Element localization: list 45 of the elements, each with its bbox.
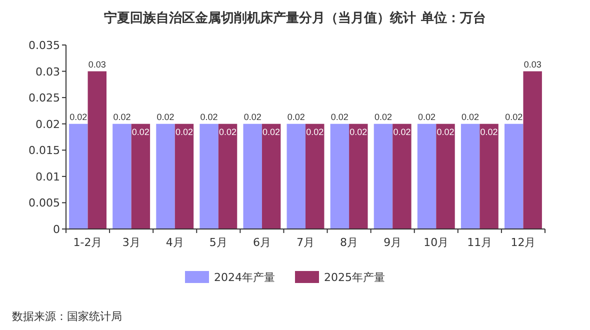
ytick: 0.01 [36,170,60,184]
data-label: 0.02 [200,112,218,122]
xtick: 4月 [166,236,184,249]
xtick: 5月 [209,236,228,249]
data-label: 0.02 [175,126,193,137]
data-label: 0.02 [244,112,262,122]
xtick: 12月 [510,236,536,249]
annotation: 数据来源：国家统计局 [12,310,122,323]
data-label: 0.02 [219,126,237,137]
title: 宁夏回族自治区金属切削机床产量分月（当月值）统计 单位：万台 [104,11,486,26]
xtick: 3月 [122,236,140,249]
data-label: 0.02 [262,126,280,137]
ytick: 0.015 [28,144,60,158]
data-label: 0.03 [524,59,542,70]
data-label: 0.02 [156,112,174,122]
data-label: 0.02 [393,126,411,137]
data-label: 0.03 [88,59,106,70]
data-label: 0.02 [350,126,368,137]
ytick: 0.02 [36,118,60,131]
ytick: 0.005 [28,196,60,210]
ytick: 0 [53,223,60,236]
ytick: 0.035 [28,39,60,52]
data-label: 0.02 [330,112,348,122]
data-label: 0.02 [70,112,88,122]
data-label: 0.02 [113,112,131,122]
data-label: 0.02 [306,126,324,137]
data-label: 0.02 [505,112,523,122]
legend-label: 2024年产量 [214,271,275,284]
xtick: 10月 [424,236,449,249]
xtick: 8月 [340,236,358,249]
data-label: 0.02 [436,126,454,137]
legend-label: 2025年产量 [324,271,385,284]
data-label: 0.02 [480,126,498,137]
xtick: 6月 [252,236,271,249]
data-label: 0.02 [418,112,436,122]
data-label: 0.02 [374,112,392,122]
data-label: 0.02 [462,112,480,122]
ytick: 0.025 [28,92,60,105]
data-label: 0.02 [287,112,305,122]
data-label: 0.02 [132,126,150,137]
xtick: 11月 [467,236,492,249]
xtick: 1-2月 [73,236,102,249]
xtick: 7月 [296,236,314,249]
ytick: 0.03 [36,65,60,78]
xtick: 9月 [384,236,402,249]
